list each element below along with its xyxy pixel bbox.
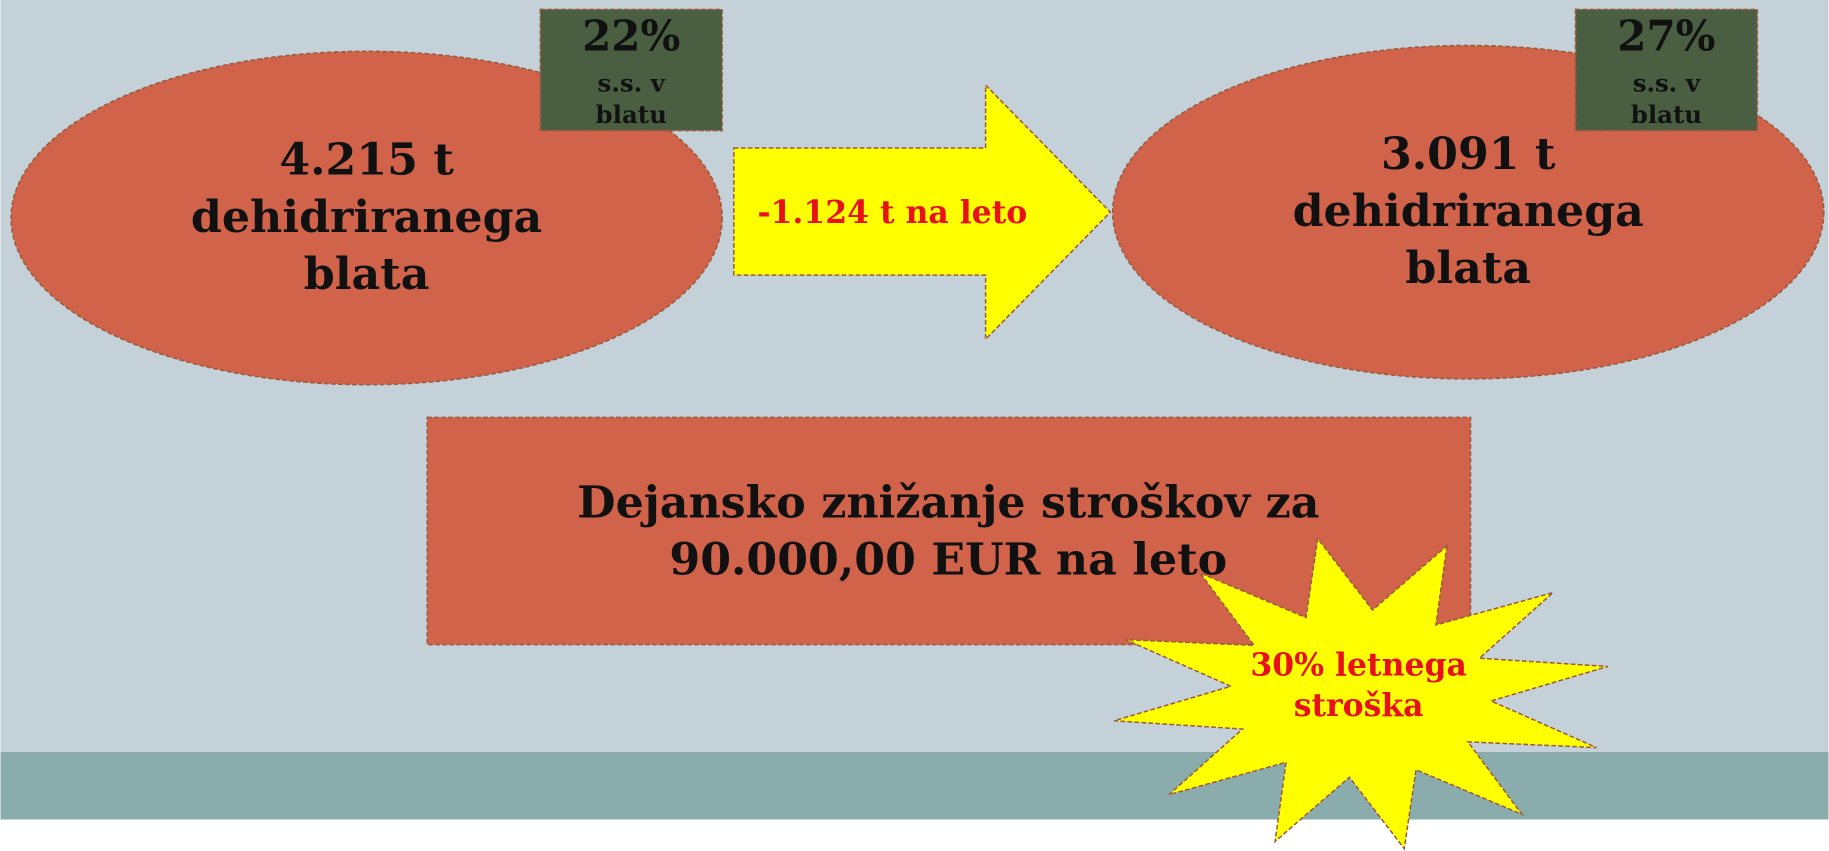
- result-text: 90.000,00 EUR na leto: [669, 534, 1227, 586]
- right-text: blata: [1405, 242, 1531, 294]
- bottom-strip: [0, 819, 1829, 851]
- left-badge: [539, 8, 723, 132]
- left-badge-percent: 22%: [582, 12, 680, 61]
- left-badge-text: s.s. v: [598, 69, 666, 98]
- star-text: stroška: [1294, 687, 1424, 724]
- left-badge-text: blatu: [596, 100, 667, 129]
- right-badge-text: blatu: [1631, 100, 1702, 129]
- result-box: [426, 416, 1472, 646]
- star: [1113, 536, 1609, 851]
- arrow-label: -1.124 t na leto: [757, 194, 1027, 231]
- right-badge-percent: 27%: [1617, 12, 1715, 61]
- right-text: 3.091 t: [1381, 128, 1556, 180]
- left-text: dehidriranega: [191, 191, 542, 243]
- left-text: blata: [304, 248, 430, 300]
- left-text: 4.215 t: [279, 134, 454, 186]
- right-badge: [1574, 8, 1759, 132]
- left-ellipse: [10, 50, 723, 386]
- footer-band: [0, 751, 1829, 820]
- arrow: [733, 83, 1112, 342]
- right-text: dehidriranega: [1293, 185, 1644, 237]
- result-text: Dejansko znižanje stroškov za: [577, 476, 1319, 528]
- right-badge-text: s.s. v: [1633, 69, 1701, 98]
- star-text: 30% letnega: [1250, 646, 1466, 683]
